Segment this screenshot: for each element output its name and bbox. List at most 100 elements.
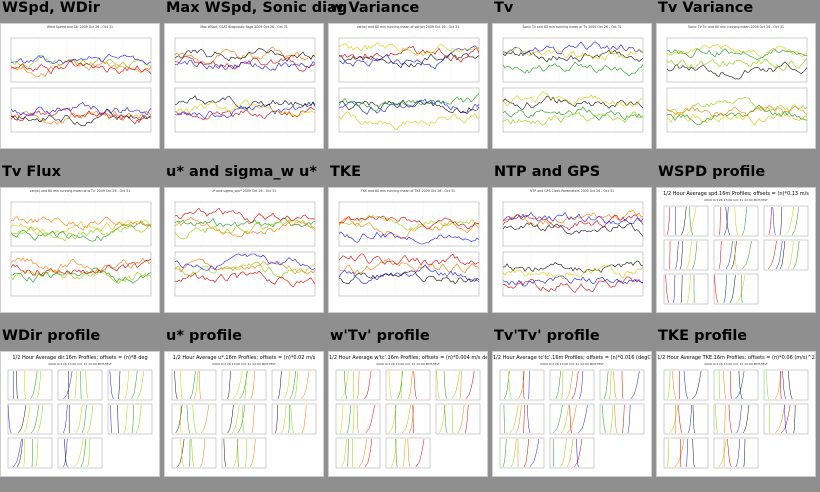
plot-frame (10, 201, 152, 247)
profile-line (503, 404, 506, 434)
tile-title: w'Tv' profile (330, 328, 430, 344)
profile-line (667, 438, 670, 468)
profile-line (517, 370, 525, 400)
profile-line (724, 404, 726, 434)
plot-title: 1/2 Hour Average spd.16m Profiles; offse… (663, 191, 809, 197)
plot-frame (502, 201, 644, 247)
profile-line (741, 274, 743, 304)
profile-line (791, 206, 799, 236)
profile-line (509, 404, 519, 434)
plot-frame (7, 437, 53, 469)
profile-line (191, 438, 195, 468)
plot-thumbnail[interactable]: u* and sigma_w/u* 2009 Oct 26 - Oct 31 (164, 187, 324, 313)
plot-frame (549, 437, 595, 469)
plot-title: 1/2 Hour Average w'tc'.16m Profiles; off… (329, 355, 488, 361)
profile-line (409, 404, 415, 434)
profile-line (686, 240, 692, 270)
plot-subtitle: u* and sigma_w/u* 2009 Oct 26 - Oct 31 (211, 189, 277, 193)
plot-frame (666, 87, 808, 133)
data-series (338, 52, 480, 69)
plot-thumbnail[interactable]: 1/2 Hour Average w'tc'.16m Profiles; off… (328, 351, 488, 477)
profile-line (675, 240, 679, 270)
profile-line (688, 404, 692, 434)
tile-title: Max WSpd, Sonic diag (166, 0, 348, 16)
profile-line (85, 370, 89, 400)
profile-line (415, 438, 425, 468)
data-series (174, 102, 316, 120)
profile-line (180, 370, 183, 400)
profile-line (459, 370, 462, 400)
plot-thumbnail[interactable]: TKE and 60 min running mean of TKE 2009 … (328, 187, 488, 313)
profile-line (793, 240, 800, 270)
tile-title: WDir profile (2, 328, 101, 344)
data-series (10, 267, 152, 284)
plot-thumbnail[interactable]: 1/2 Hour Average TKE.16m Profiles; offse… (656, 351, 816, 477)
plot-graphic (502, 201, 644, 297)
plot-thumbnail[interactable]: var(w) and 60 min running mean of w'Tv' … (0, 187, 160, 313)
profile-line (779, 240, 786, 270)
plot-thumbnail[interactable]: 1/2 Hour Average spd.16m Profiles; offse… (656, 187, 816, 313)
profile-line (734, 240, 737, 270)
plot-frame (57, 437, 103, 469)
tile-title: w Variance (330, 0, 420, 16)
profile-line (413, 370, 417, 400)
plot-thumbnail[interactable]: 1/2 Hour Average u*.16m Profiles; offset… (164, 351, 324, 477)
plot-thumbnail[interactable]: 1/2 Hour Average tc'tc'.16m Profiles; of… (492, 351, 652, 477)
profile-line (781, 404, 791, 434)
plot-frame (221, 403, 267, 435)
data-series (666, 104, 808, 126)
data-series (502, 106, 644, 121)
plot-frame (174, 87, 316, 133)
plot-thumbnail[interactable]: NTP and GPS Clock Parameters 2009 Oct 26… (492, 187, 652, 313)
data-series (502, 211, 644, 225)
profile-line (250, 370, 256, 400)
profile-line (775, 240, 783, 270)
plot-frame (599, 403, 645, 435)
profile-line (672, 370, 677, 400)
profile-line (124, 404, 128, 434)
profile-line (451, 370, 460, 400)
plot-thumbnail[interactable]: var(w) and 60 min running mean of var(w)… (328, 23, 488, 149)
plot-subtitle: Wind Speed and Dir 2009 Oct 26 - Oct 31 (46, 25, 114, 29)
profile-line (364, 370, 372, 400)
profile-line (177, 438, 185, 468)
plot-frame (385, 403, 431, 435)
plot-thumbnail[interactable]: Sonic Tv'Tv' and 60 min running mean 200… (656, 23, 816, 149)
profile-line (719, 206, 721, 236)
profile-line (294, 370, 299, 400)
profile-line (231, 404, 240, 434)
plot-frame (549, 369, 595, 401)
data-series (666, 61, 808, 80)
profile-line (685, 438, 688, 468)
profile-line (245, 438, 248, 468)
profile-line (784, 404, 787, 434)
plot-title: 1/2 Hour Average TKE.16m Profiles; offse… (657, 355, 815, 361)
plot-frame (713, 437, 759, 469)
data-series (502, 209, 644, 227)
profile-line (627, 404, 631, 434)
profile-line (74, 370, 77, 400)
profile-line (124, 370, 130, 400)
plot-graphic (174, 201, 316, 297)
profile-line (457, 404, 465, 434)
profile-line (465, 370, 475, 400)
profile-line (86, 404, 94, 434)
data-series (338, 215, 480, 230)
profile-line (715, 404, 718, 434)
profile-line (727, 438, 732, 468)
profile-line (175, 404, 183, 434)
data-series (174, 216, 316, 238)
plot-thumbnail[interactable]: 1/2 Hour Average dir.16m Profiles; offse… (0, 351, 160, 477)
data-series (174, 253, 316, 271)
tile-title: Tv Variance (658, 0, 754, 16)
profile-line (18, 404, 27, 434)
plot-thumbnail[interactable]: Sonic Tv and 60 min running mean of Tv 2… (492, 23, 652, 149)
plot-thumbnail[interactable]: Max WSpd, CSAT diagnostic flags 2009 Oct… (164, 23, 324, 149)
tile-title: TKE profile (658, 328, 748, 344)
plot-thumbnail[interactable]: Wind Speed and Dir 2009 Oct 26 - Oct 31 (0, 23, 160, 149)
data-series (10, 216, 152, 231)
tile-title: NTP and GPS (494, 164, 601, 180)
profile-line (200, 438, 206, 468)
profile-line (673, 274, 676, 304)
plot-title: 1/2 Hour Average u*.16m Profiles; offset… (172, 355, 316, 361)
